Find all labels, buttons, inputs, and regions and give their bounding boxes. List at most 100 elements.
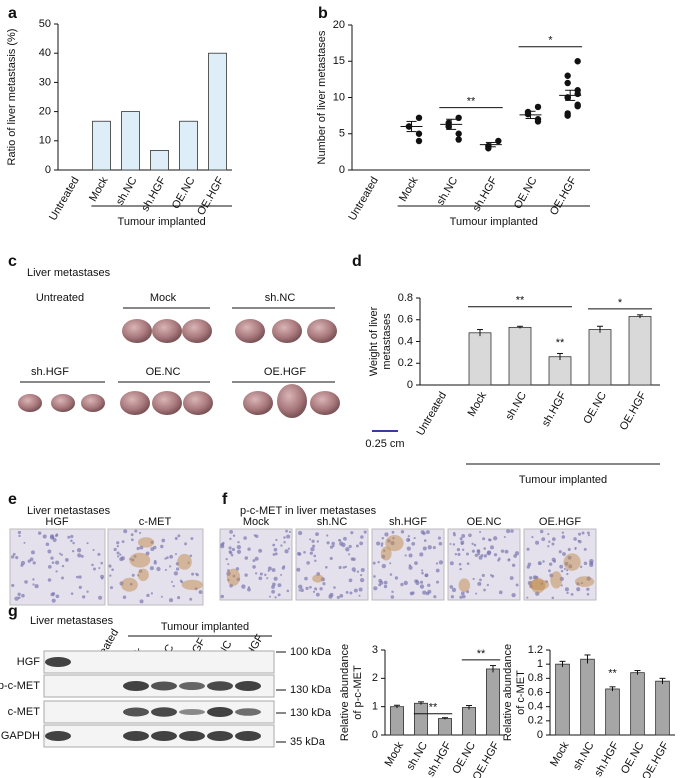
nucleus (247, 587, 251, 592)
nucleus (42, 534, 47, 539)
nucleus (338, 565, 342, 570)
y-tick-label: 20 (333, 19, 345, 31)
nucleus (119, 553, 122, 556)
nucleus (403, 580, 408, 586)
bar (150, 150, 169, 171)
stain (129, 552, 151, 568)
error-bar (490, 665, 496, 673)
nucleus (527, 562, 532, 567)
nucleus (352, 557, 356, 562)
blot-band (207, 707, 233, 717)
panel-letter: e (8, 491, 17, 508)
nucleus (67, 535, 71, 539)
nucleus (254, 556, 259, 561)
y-tick-label: 5 (339, 128, 345, 140)
y-axis-label: of p-c-MET (352, 665, 364, 720)
panel-title: Liver metastases (30, 615, 114, 627)
nucleus (353, 588, 358, 593)
nucleus (376, 541, 381, 546)
nucleus (244, 573, 248, 577)
nucleus (312, 590, 316, 593)
bar (655, 680, 670, 736)
nucleus (97, 552, 101, 556)
nucleus (438, 560, 444, 565)
data-point (415, 137, 423, 145)
y-axis-label: Weight of liver (368, 306, 380, 376)
nucleus (225, 557, 228, 561)
y-tick-label: 0 (537, 729, 543, 741)
marker-label: 130 kDa (290, 707, 332, 719)
nucleus (574, 548, 577, 551)
nucleus (480, 553, 484, 557)
nucleus (329, 545, 334, 549)
nucleus (72, 541, 75, 545)
nucleus (421, 571, 424, 575)
bar (121, 111, 140, 171)
nucleus (471, 542, 474, 545)
x-tick-label: OE.HGF (195, 175, 227, 218)
stain (226, 568, 241, 586)
nucleus (78, 585, 82, 589)
nucleus (465, 552, 469, 556)
nucleus (548, 540, 551, 543)
nucleus (175, 567, 180, 571)
blot-band (123, 681, 149, 691)
y-tick-label: 0.4 (528, 701, 543, 713)
nucleus (576, 587, 581, 592)
group-label: OE.HGF (264, 366, 306, 378)
panel-letter: d (352, 253, 362, 270)
nucleus (471, 549, 475, 553)
liver-photo (122, 319, 152, 343)
y-tick-label: 0 (339, 164, 345, 176)
sem-bar (446, 118, 457, 130)
group-label: sh.NC (265, 292, 296, 304)
nucleus (52, 538, 57, 542)
micrograph (219, 528, 293, 601)
nucleus (286, 589, 290, 593)
nucleus (156, 566, 161, 572)
nucleus (421, 569, 424, 572)
nucleus (541, 537, 546, 542)
nucleus (51, 561, 55, 564)
nucleus (237, 540, 240, 544)
micrograph (9, 528, 106, 606)
blot-band (179, 731, 205, 741)
nucleus (244, 556, 249, 560)
nucleus (166, 556, 169, 560)
blot-band (235, 731, 261, 741)
nucleus (383, 580, 388, 585)
error-bar (477, 329, 483, 337)
nucleus (189, 597, 193, 601)
nucleus (272, 543, 276, 547)
nucleus (14, 596, 19, 601)
nucleus (462, 594, 466, 599)
nucleus (586, 531, 590, 535)
nucleus (229, 529, 233, 534)
panel-letter: c (8, 253, 17, 270)
nucleus (408, 564, 412, 567)
y-tick-label: 10 (39, 135, 51, 147)
nucleus (189, 554, 193, 558)
nucleus (348, 578, 353, 583)
x-tick-label: sh.NC (114, 175, 140, 208)
image-label: sh.HGF (389, 516, 427, 528)
sem-bar (565, 89, 576, 101)
data-point (534, 118, 542, 125)
x-tick-label: sh.NC (571, 740, 597, 773)
nucleus (286, 534, 291, 539)
nucleus (58, 552, 62, 555)
nucleus (75, 575, 79, 579)
nucleus (341, 542, 346, 548)
group-label: Tumour implanted (450, 216, 538, 228)
nucleus (130, 533, 134, 537)
nucleus (454, 553, 458, 556)
stain (563, 553, 581, 571)
data-point (534, 103, 542, 111)
nucleus (408, 565, 413, 570)
nucleus (559, 564, 564, 569)
nucleus (372, 561, 376, 565)
liver-photo (120, 391, 150, 415)
y-tick-label: 0 (407, 379, 413, 391)
stain (550, 571, 563, 589)
nucleus (252, 559, 256, 562)
